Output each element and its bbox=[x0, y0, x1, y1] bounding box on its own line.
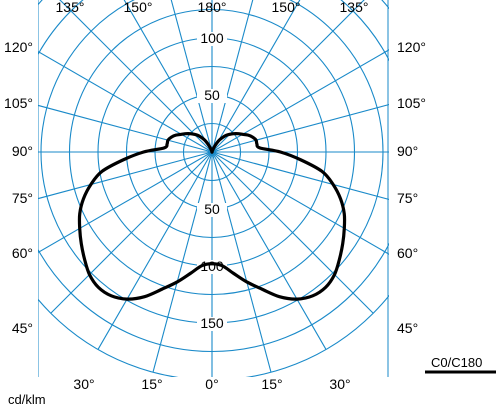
grid-spoke bbox=[97, 151, 213, 350]
grid-spoke bbox=[38, 151, 213, 254]
grid-spoke bbox=[211, 151, 374, 314]
legend-label-c0-c180: C0/C180 bbox=[431, 355, 482, 370]
tick-label-right-90: 90° bbox=[397, 143, 418, 159]
radial-label-lower-150: 150 bbox=[200, 315, 224, 331]
tick-label-left-105: 105° bbox=[4, 95, 33, 111]
radial-label-upper-100-bg bbox=[197, 32, 227, 46]
tick-label-top-5: 135° bbox=[340, 0, 369, 15]
tick-label-bottom-3: 0° bbox=[205, 376, 218, 392]
radial-label-upper-50: 50 bbox=[204, 87, 220, 103]
grid-spoke bbox=[211, 151, 327, 350]
grid-spoke bbox=[211, 151, 389, 200]
radial-labels: 100 50 50 100 150 bbox=[197, 30, 227, 331]
tick-label-bottom-1: 30° bbox=[73, 376, 94, 392]
tick-label-right-105: 105° bbox=[397, 95, 426, 111]
grid-spoke bbox=[50, 151, 213, 314]
unit-label: cd/klm bbox=[8, 392, 46, 406]
tick-label-top-4: 150° bbox=[272, 0, 301, 15]
tick-label-top-3: 180° bbox=[198, 0, 227, 15]
grid-spoke bbox=[211, 0, 365, 153]
radial-label-lower-100: 100 bbox=[200, 258, 224, 274]
series-line-c0-c180 bbox=[77, 132, 347, 301]
tick-label-right-75: 75° bbox=[397, 190, 418, 206]
grid-spoke bbox=[211, 0, 301, 153]
grid-spoke bbox=[211, 104, 389, 153]
grid-spoke bbox=[152, 151, 213, 373]
tick-label-top-2: 150° bbox=[124, 0, 153, 15]
grid-spoke bbox=[211, 0, 254, 153]
tick-label-right-45: 45° bbox=[397, 320, 418, 336]
tick-label-bottom-5: 30° bbox=[329, 376, 350, 392]
tick-label-top-1: 135° bbox=[56, 0, 85, 15]
radial-label-upper-50-bg bbox=[197, 89, 227, 103]
radial-label-lower-50: 50 bbox=[204, 201, 220, 217]
grid-spoke bbox=[211, 151, 389, 255]
tick-label-left-90: 90° bbox=[12, 143, 33, 159]
grid-spoke bbox=[38, 104, 213, 153]
radial-label-lower-50-bg bbox=[197, 203, 227, 217]
tick-label-left-60: 60° bbox=[12, 245, 33, 261]
tick-label-right-120: 120° bbox=[397, 39, 426, 55]
tick-label-bottom-2: 15° bbox=[141, 376, 162, 392]
grid-spoke bbox=[38, 151, 213, 200]
grid-spoke bbox=[123, 0, 213, 153]
tick-label-left-120: 120° bbox=[4, 39, 33, 55]
radial-label-lower-150-bg bbox=[197, 317, 227, 331]
tick-label-bottom-4: 15° bbox=[261, 376, 282, 392]
radial-label-upper-100: 100 bbox=[200, 30, 224, 46]
grid-spoke bbox=[211, 151, 272, 373]
grid-spoke bbox=[170, 0, 213, 153]
tick-label-left-75: 75° bbox=[12, 190, 33, 206]
tick-label-left-45: 45° bbox=[12, 320, 33, 336]
grid-spoke bbox=[59, 0, 213, 153]
tick-label-right-60: 60° bbox=[397, 245, 418, 261]
